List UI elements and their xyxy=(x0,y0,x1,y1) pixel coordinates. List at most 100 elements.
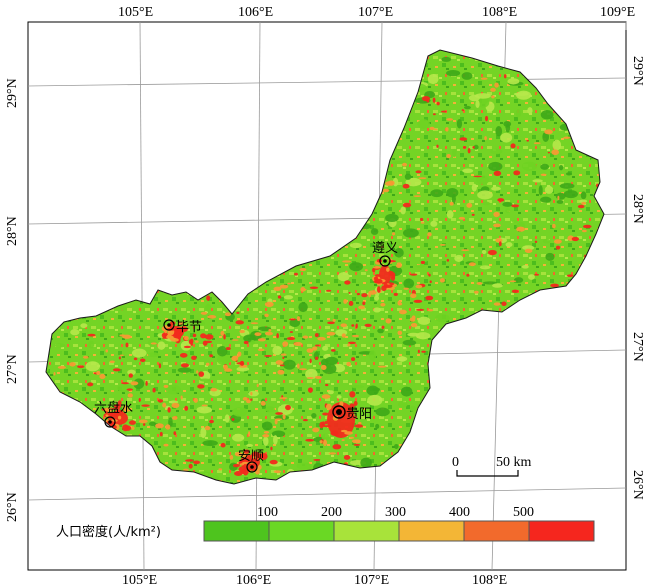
density-blotch xyxy=(551,149,560,156)
density-blotch xyxy=(349,242,362,249)
legend-swatch xyxy=(463,520,530,542)
density-blotch xyxy=(480,77,488,80)
density-blotch xyxy=(534,273,539,276)
density-blotch xyxy=(321,394,331,399)
density-blotch xyxy=(581,201,587,205)
density-blotch xyxy=(315,356,319,360)
city-label: 安顺 xyxy=(238,449,264,464)
density-blotch xyxy=(183,345,192,349)
lon-label-bottom: 107°E xyxy=(354,573,389,586)
density-blotch xyxy=(202,440,218,447)
density-blotch xyxy=(115,410,124,413)
density-blotch xyxy=(262,434,270,438)
city-marker-icon xyxy=(379,255,391,267)
density-blotch xyxy=(375,423,380,429)
density-blotch xyxy=(205,303,212,312)
density-blotch xyxy=(117,415,122,420)
density-blotch xyxy=(505,242,513,248)
density-blotch xyxy=(356,292,361,296)
density-blotch xyxy=(180,340,192,351)
density-blotch xyxy=(505,207,511,214)
density-blotch xyxy=(539,104,551,109)
density-blotch xyxy=(236,366,250,372)
density-blotch xyxy=(139,358,146,363)
density-blotch xyxy=(312,346,318,351)
density-blotch xyxy=(459,137,468,141)
density-blotch xyxy=(223,334,226,340)
density-blotch xyxy=(458,216,466,220)
density-blotch xyxy=(201,404,208,407)
density-blotch xyxy=(364,269,368,272)
density-blotch xyxy=(339,401,344,407)
density-blotch xyxy=(430,220,438,227)
density-blotch xyxy=(446,154,451,159)
density-blotch xyxy=(170,338,179,342)
density-blotch xyxy=(400,386,413,397)
density-blotch xyxy=(404,173,412,180)
lat-label-right: 29°N xyxy=(630,56,645,86)
density-blotch xyxy=(471,183,477,192)
density-blotch xyxy=(515,109,521,118)
lat-label-left: 29°N xyxy=(5,78,20,108)
density-blotch xyxy=(193,460,201,465)
density-blotch xyxy=(493,211,500,218)
density-blotch xyxy=(325,403,332,410)
density-blotch xyxy=(204,425,211,431)
density-blotch xyxy=(402,162,408,167)
density-blotch xyxy=(497,198,505,202)
density-blotch xyxy=(552,223,556,229)
bottom-longitude-labels: 105°E 106°E 107°E 108°E xyxy=(122,573,507,586)
density-blotch xyxy=(127,369,136,376)
density-blotch xyxy=(191,355,197,360)
density-blotch xyxy=(172,416,178,420)
density-blotch xyxy=(264,313,269,318)
density-blotch xyxy=(271,430,286,438)
density-blotch xyxy=(240,469,246,474)
density-blotch xyxy=(342,260,352,263)
density-blotch xyxy=(446,69,461,77)
density-blotch xyxy=(348,300,354,306)
density-blotch xyxy=(250,322,259,325)
density-blotch xyxy=(218,468,223,471)
density-blotch xyxy=(381,285,387,292)
density-blotch xyxy=(286,337,296,341)
density-blotch xyxy=(225,346,231,351)
density-blotch xyxy=(239,360,245,366)
density-blotch xyxy=(180,363,190,368)
density-blotch xyxy=(417,119,430,129)
density-blotch xyxy=(358,421,362,425)
density-blotch xyxy=(54,343,66,348)
density-blotch xyxy=(426,99,430,103)
density-blotch xyxy=(501,301,507,307)
density-blotch xyxy=(385,181,393,186)
density-blotch xyxy=(433,128,438,131)
density-blotch xyxy=(427,232,432,237)
city-label: 贵阳 xyxy=(346,407,372,422)
density-blotch xyxy=(421,350,426,353)
density-blotch xyxy=(490,87,496,92)
density-blotch xyxy=(544,185,554,194)
density-blotch xyxy=(341,333,346,338)
density-blotch xyxy=(360,457,372,468)
density-blotch xyxy=(261,421,273,431)
density-blotch xyxy=(141,404,150,407)
lon-label-top: 109°E xyxy=(600,5,635,20)
density-blotch xyxy=(420,221,425,224)
density-blotch xyxy=(163,443,169,447)
density-blotch xyxy=(468,262,476,267)
density-blotch xyxy=(252,455,256,459)
density-blotch xyxy=(473,144,479,150)
density-blotch xyxy=(436,144,439,148)
density-blotch xyxy=(259,452,268,460)
density-blotch xyxy=(394,443,399,449)
density-blotch xyxy=(367,394,383,406)
density-blotch xyxy=(188,463,193,469)
density-blotch xyxy=(274,419,278,425)
density-blotch xyxy=(289,318,297,321)
density-blotch xyxy=(409,405,417,412)
density-blotch xyxy=(142,423,146,426)
density-blotch xyxy=(298,368,307,371)
density-blotch xyxy=(131,348,147,358)
density-blotch xyxy=(349,436,355,439)
density-blotch xyxy=(441,110,447,113)
